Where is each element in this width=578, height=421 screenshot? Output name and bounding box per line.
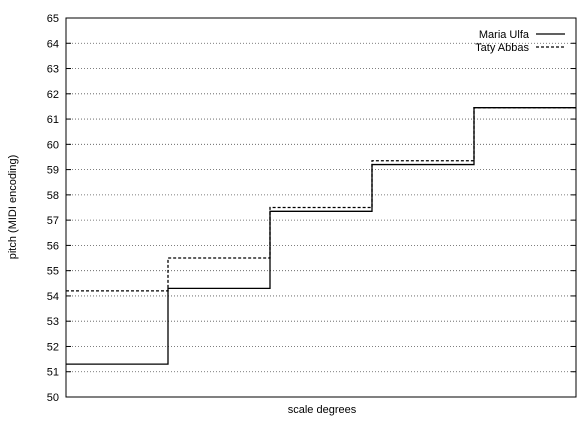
y-tick-label: 50 (47, 392, 59, 404)
y-tick-label: 63 (47, 64, 59, 76)
legend-label-2: Taty Abbas (475, 42, 529, 54)
y-tick-label: 62 (47, 89, 59, 101)
y-tick-label: 52 (47, 341, 59, 353)
y-tick-label: 61 (47, 114, 59, 126)
y-tick-label: 53 (47, 316, 59, 328)
y-tick-label: 55 (47, 266, 59, 278)
y-tick-label: 51 (47, 367, 59, 379)
y-tick-label: 65 (47, 13, 59, 25)
x-axis-title: scale degrees (288, 404, 357, 416)
y-tick-label: 56 (47, 240, 59, 252)
grid-layer (66, 42, 576, 373)
series-layer (66, 107, 576, 365)
y-tick-label: 64 (47, 38, 59, 50)
plot-frame (65, 17, 577, 398)
series-line-1 (66, 107, 576, 365)
y-tick-label: 59 (47, 165, 59, 177)
y-tick-label: 60 (47, 139, 59, 151)
axis-layer: 50 51 52 53 54 55 56 57 58 59 60 61 62 63 64 65 (47, 13, 577, 404)
legend-label-1: Maria Ulfa (479, 29, 530, 41)
y-tick-label: 57 (47, 215, 59, 227)
y-tick-label: 58 (47, 190, 59, 202)
series-line-2 (66, 107, 576, 292)
y-tick-label: 54 (47, 291, 59, 303)
y-axis-title: pitch (MIDI encoding) (7, 155, 19, 260)
